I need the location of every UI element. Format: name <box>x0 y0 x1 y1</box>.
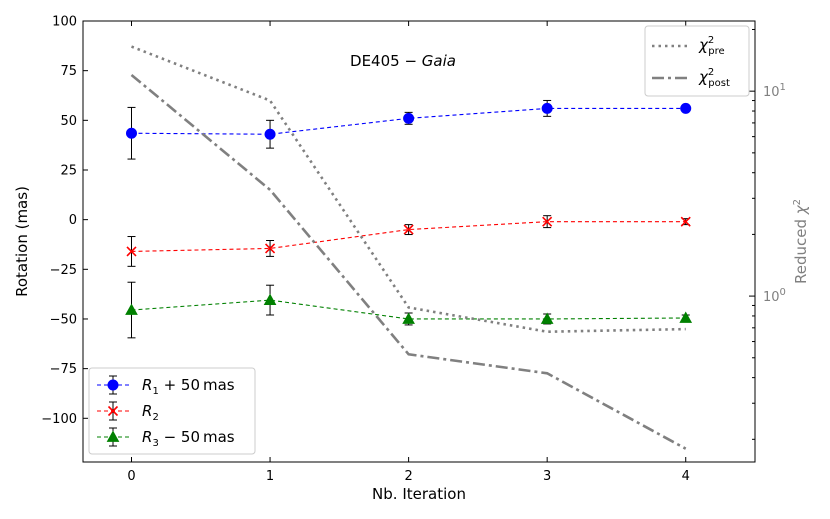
y2-label-prefix: Reduced <box>792 214 810 284</box>
legend-suffix: − 50 mas <box>159 428 235 446</box>
data-point-2 <box>679 311 693 323</box>
y2-tick-label: 101 <box>763 82 786 100</box>
y2-label-sup: 2 <box>792 199 803 205</box>
legend-sup: 2 <box>708 67 714 78</box>
legend-entry-3: χ2 pre <box>652 35 725 57</box>
data-point-0 <box>264 128 276 140</box>
legend-sub: 3 <box>152 438 158 449</box>
y-tick-label: 50 <box>60 114 77 129</box>
legend-label-4: χ2 post <box>698 67 730 89</box>
data-point-1 <box>680 216 691 227</box>
legend-marker-2 <box>106 430 120 442</box>
legend-symbol: R <box>142 376 152 394</box>
legend-entry-0: R1 + 50 mas <box>97 375 235 397</box>
x-axis-ticks: 0 1 2 3 4 <box>127 21 690 484</box>
data-point-1 <box>126 246 137 257</box>
legend-sub: post <box>708 78 730 89</box>
data-series-group <box>130 45 687 450</box>
x-tick-label: 1 <box>266 469 274 484</box>
data-point-1 <box>542 216 553 227</box>
legend-symbol: R <box>142 402 152 420</box>
y2-label-symbol: χ <box>792 204 810 215</box>
y2-axis-label: Reduced χ2 <box>792 199 810 284</box>
y-tick-label: −25 <box>50 263 77 278</box>
legend-symbol: χ <box>698 68 709 86</box>
data-point-1 <box>403 224 414 235</box>
legend-symbol: R <box>142 428 152 446</box>
y2-tick-base: 10 <box>763 290 780 305</box>
legend-entry-2: R3 − 50 mas <box>97 427 235 449</box>
legend-label-2: R3 − 50 mas <box>142 428 235 449</box>
y-tick-label: −50 <box>50 312 77 327</box>
y-axis-ticks: 100 75 50 25 0 −25 −50 −75 −100 <box>41 15 88 427</box>
series-line-1 <box>131 221 686 252</box>
legend-entry-1: R2 <box>97 401 159 423</box>
data-point-0 <box>125 127 137 139</box>
data-point-2 <box>540 312 554 324</box>
series-line-4 <box>130 73 687 450</box>
x-tick-label: 4 <box>682 469 690 484</box>
series-line-0 <box>131 107 686 135</box>
data-point-0 <box>541 102 553 114</box>
data-point-2 <box>402 312 415 324</box>
legend-marker-0 <box>107 379 119 391</box>
legend-sub: 1 <box>152 386 158 397</box>
y2-axis-label-text: Reduced χ2 <box>792 199 810 284</box>
legend-label-1: R2 <box>142 402 159 423</box>
y2-tick-base: 10 <box>763 85 780 100</box>
markers-group <box>125 102 693 324</box>
y-tick-label: 75 <box>60 64 77 79</box>
data-point-2 <box>263 293 277 306</box>
chart-title-text: DE405 − Gaia <box>350 52 456 70</box>
legend-box <box>88 367 256 455</box>
x-tick-label: 0 <box>127 469 135 484</box>
x-tick-label: 2 <box>404 469 412 484</box>
y-axis-label: Rotation (mas) <box>13 186 31 297</box>
title-prefix: DE405 − <box>350 52 422 70</box>
y-tick-label: −75 <box>50 362 77 377</box>
legend-box <box>644 25 750 97</box>
legend-suffix: + 50 mas <box>159 376 235 394</box>
legend-sup: 2 <box>708 35 714 46</box>
legend-symbol: χ <box>698 36 709 54</box>
y2-tick-exponent: 0 <box>780 287 786 298</box>
plot-frame <box>82 20 756 463</box>
series-line-2 <box>131 299 686 320</box>
x-tick-label: 3 <box>543 469 551 484</box>
legend-marker-1 <box>107 405 119 417</box>
data-point-0 <box>680 102 692 114</box>
legend-label-3: χ2 pre <box>698 35 725 57</box>
legend-label-0: R1 + 50 mas <box>142 376 235 397</box>
y2-tick-exponent: 1 <box>780 82 786 93</box>
legend-entry-4: χ2 post <box>652 67 730 89</box>
x-axis-label: Nb. Iteration <box>372 485 466 503</box>
legend-sub: 2 <box>152 412 158 423</box>
title-italic: Gaia <box>422 52 456 70</box>
y2-tick-label: 100 <box>763 287 786 305</box>
chart-title: DE405 − Gaia <box>350 52 456 70</box>
data-point-2 <box>125 303 138 315</box>
y-tick-label: 25 <box>60 163 77 178</box>
y-tick-label: 0 <box>69 213 77 228</box>
data-point-0 <box>403 112 415 124</box>
data-point-1 <box>264 243 276 254</box>
series-line-3 <box>131 45 686 334</box>
y-tick-label: −100 <box>41 412 77 427</box>
y-tick-label: 100 <box>52 15 77 30</box>
legend-sub: pre <box>708 46 724 57</box>
